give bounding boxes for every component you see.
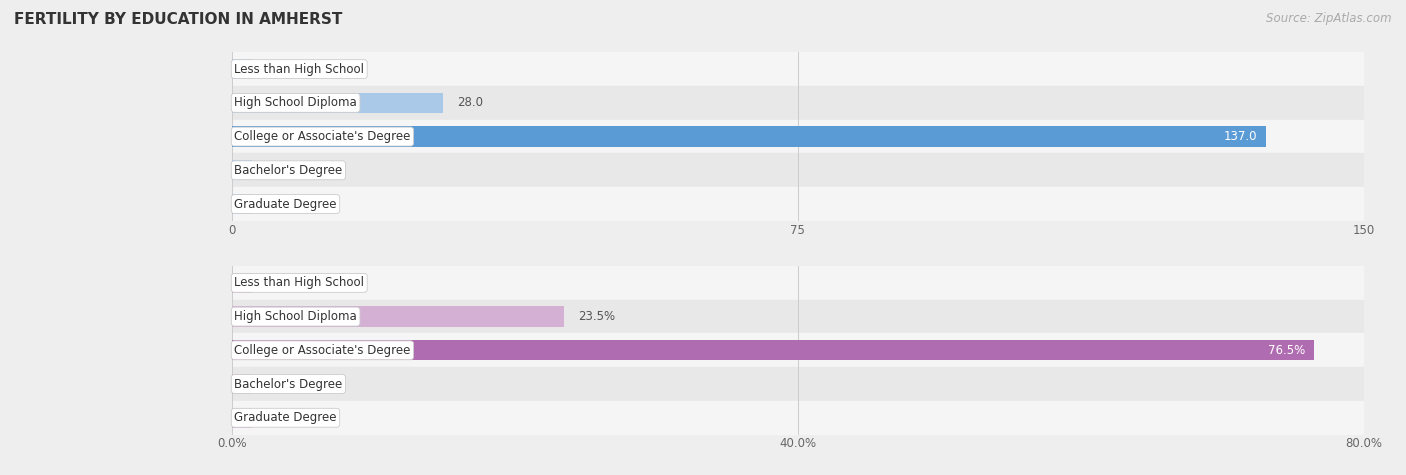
Bar [232, 333, 1364, 367]
Text: 0.0%: 0.0% [266, 378, 295, 390]
Bar [232, 401, 1364, 435]
Text: 0.0: 0.0 [266, 164, 284, 177]
Text: 28.0: 28.0 [457, 96, 482, 109]
Text: College or Associate's Degree: College or Associate's Degree [235, 130, 411, 143]
Bar [232, 86, 1364, 120]
Bar [232, 266, 1364, 300]
Text: 23.5%: 23.5% [578, 310, 616, 323]
Text: 0.0%: 0.0% [266, 411, 295, 424]
Bar [232, 126, 1265, 147]
Text: Bachelor's Degree: Bachelor's Degree [235, 164, 343, 177]
Bar [232, 194, 252, 214]
Text: Graduate Degree: Graduate Degree [235, 198, 337, 210]
Bar [232, 273, 252, 293]
Bar [232, 160, 252, 180]
Bar [232, 153, 1364, 187]
Text: Bachelor's Degree: Bachelor's Degree [235, 378, 343, 390]
Bar [232, 120, 1364, 153]
Text: 0.0%: 0.0% [266, 276, 295, 289]
Text: 76.5%: 76.5% [1268, 344, 1305, 357]
Text: College or Associate's Degree: College or Associate's Degree [235, 344, 411, 357]
Text: High School Diploma: High School Diploma [235, 96, 357, 109]
Bar [232, 408, 252, 428]
Text: Source: ZipAtlas.com: Source: ZipAtlas.com [1267, 12, 1392, 25]
Bar [232, 367, 1364, 401]
Bar [232, 306, 564, 327]
Bar [232, 59, 252, 79]
Text: High School Diploma: High School Diploma [235, 310, 357, 323]
Bar [232, 300, 1364, 333]
Text: FERTILITY BY EDUCATION IN AMHERST: FERTILITY BY EDUCATION IN AMHERST [14, 12, 343, 27]
Text: 0.0: 0.0 [266, 198, 284, 210]
Bar [232, 340, 1315, 361]
Bar [232, 52, 1364, 86]
Bar [232, 374, 252, 394]
Text: Less than High School: Less than High School [235, 276, 364, 289]
Text: Graduate Degree: Graduate Degree [235, 411, 337, 424]
Bar [232, 93, 443, 113]
Bar [232, 187, 1364, 221]
Text: 137.0: 137.0 [1223, 130, 1257, 143]
Text: Less than High School: Less than High School [235, 63, 364, 76]
Text: 0.0: 0.0 [266, 63, 284, 76]
